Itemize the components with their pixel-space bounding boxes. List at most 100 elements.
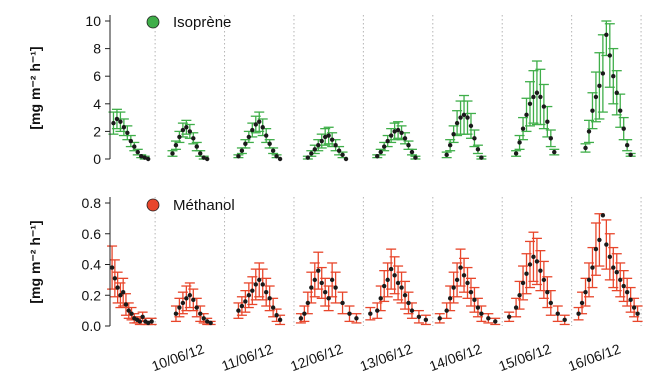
data-point [493,319,498,324]
data-point [323,289,328,295]
x-tick-label: 16/06/12 [566,340,623,374]
data-point [621,283,626,289]
data-point [635,311,640,316]
data-point [123,302,129,307]
data-point [340,300,345,306]
data-point [527,101,533,107]
data-point [274,154,279,159]
data-point [323,134,328,140]
data-point [548,136,554,141]
data-point [201,155,206,160]
data-point [465,280,470,286]
data-point [624,289,630,295]
data-point [236,154,241,159]
data-point [409,149,415,155]
x-tick-label: 15/06/12 [496,340,553,374]
data-point [132,144,137,149]
data-point [378,296,383,301]
data-point [236,308,241,313]
data-point [579,300,585,306]
data-point [191,136,196,141]
data-point [111,120,116,126]
x-tick-label: 14/06/12 [427,340,484,374]
data-point [170,151,175,156]
data-point [208,320,213,326]
y-tick-label: 0.8 [82,195,102,211]
data-point [114,116,120,122]
data-point [239,148,245,153]
data-point [347,311,352,316]
data-point [447,296,453,301]
data-point [461,273,467,278]
y-tick-label: 4 [93,96,101,112]
x-tick-label: 11/06/12 [219,341,275,374]
data-point [406,300,411,306]
data-point [305,300,311,306]
data-point [468,123,474,129]
data-point [187,293,193,298]
data-point [388,133,394,138]
data-point [388,266,394,272]
data-point [444,152,449,158]
data-point [590,265,595,270]
data-point [406,143,411,148]
data-point [458,115,463,120]
y-tick-label: 0.0 [82,318,102,334]
data-point [129,311,134,316]
methanol-errorbars [107,213,643,326]
data-point [611,74,616,79]
data-point [126,308,131,313]
data-point [416,314,422,319]
data-point [534,90,540,95]
data-point [475,147,481,152]
data-point [198,151,203,156]
methanol-gridlines [154,197,642,326]
data-point [382,144,387,149]
data-point [305,155,311,160]
data-point [274,313,279,318]
data-point [444,308,449,313]
y-tick-label: 0.6 [82,226,102,242]
data-point [382,283,387,289]
data-point [454,120,460,126]
data-point [204,156,210,162]
data-point [180,127,186,133]
data-point [128,138,134,144]
y-tick-label: 0 [93,151,101,167]
data-point [277,156,283,162]
data-point [194,144,199,149]
y-tick-label: 0.4 [82,257,102,273]
data-point [524,112,529,118]
data-point [336,148,342,153]
y-tick-label: 0.2 [82,287,102,303]
data-point [527,262,533,267]
data-point [593,246,599,252]
isoprene-legend-label: Isoprène [173,14,231,31]
data-point [198,311,203,316]
y-tick-label: 2 [93,123,101,139]
data-point [173,311,179,316]
data-point [149,319,154,324]
data-point [395,127,401,133]
data-point [454,277,460,283]
data-point [267,296,272,301]
data-point [194,305,199,310]
data-point [118,119,123,124]
data-point [517,140,522,145]
data-point [137,319,143,324]
data-point [395,280,401,286]
data-point [326,133,331,138]
data-point [142,155,147,160]
isoprene-y-label: [mg m⁻² h⁻¹] [27,46,43,129]
data-point [109,265,115,270]
data-point [531,94,536,100]
data-point [125,130,130,135]
data-point [531,254,536,260]
isoprene-gridlines [154,15,642,159]
data-point [312,277,317,283]
isoprene-errorbars [108,20,636,160]
data-point [555,311,560,316]
data-point [524,271,529,276]
data-point [302,311,307,316]
